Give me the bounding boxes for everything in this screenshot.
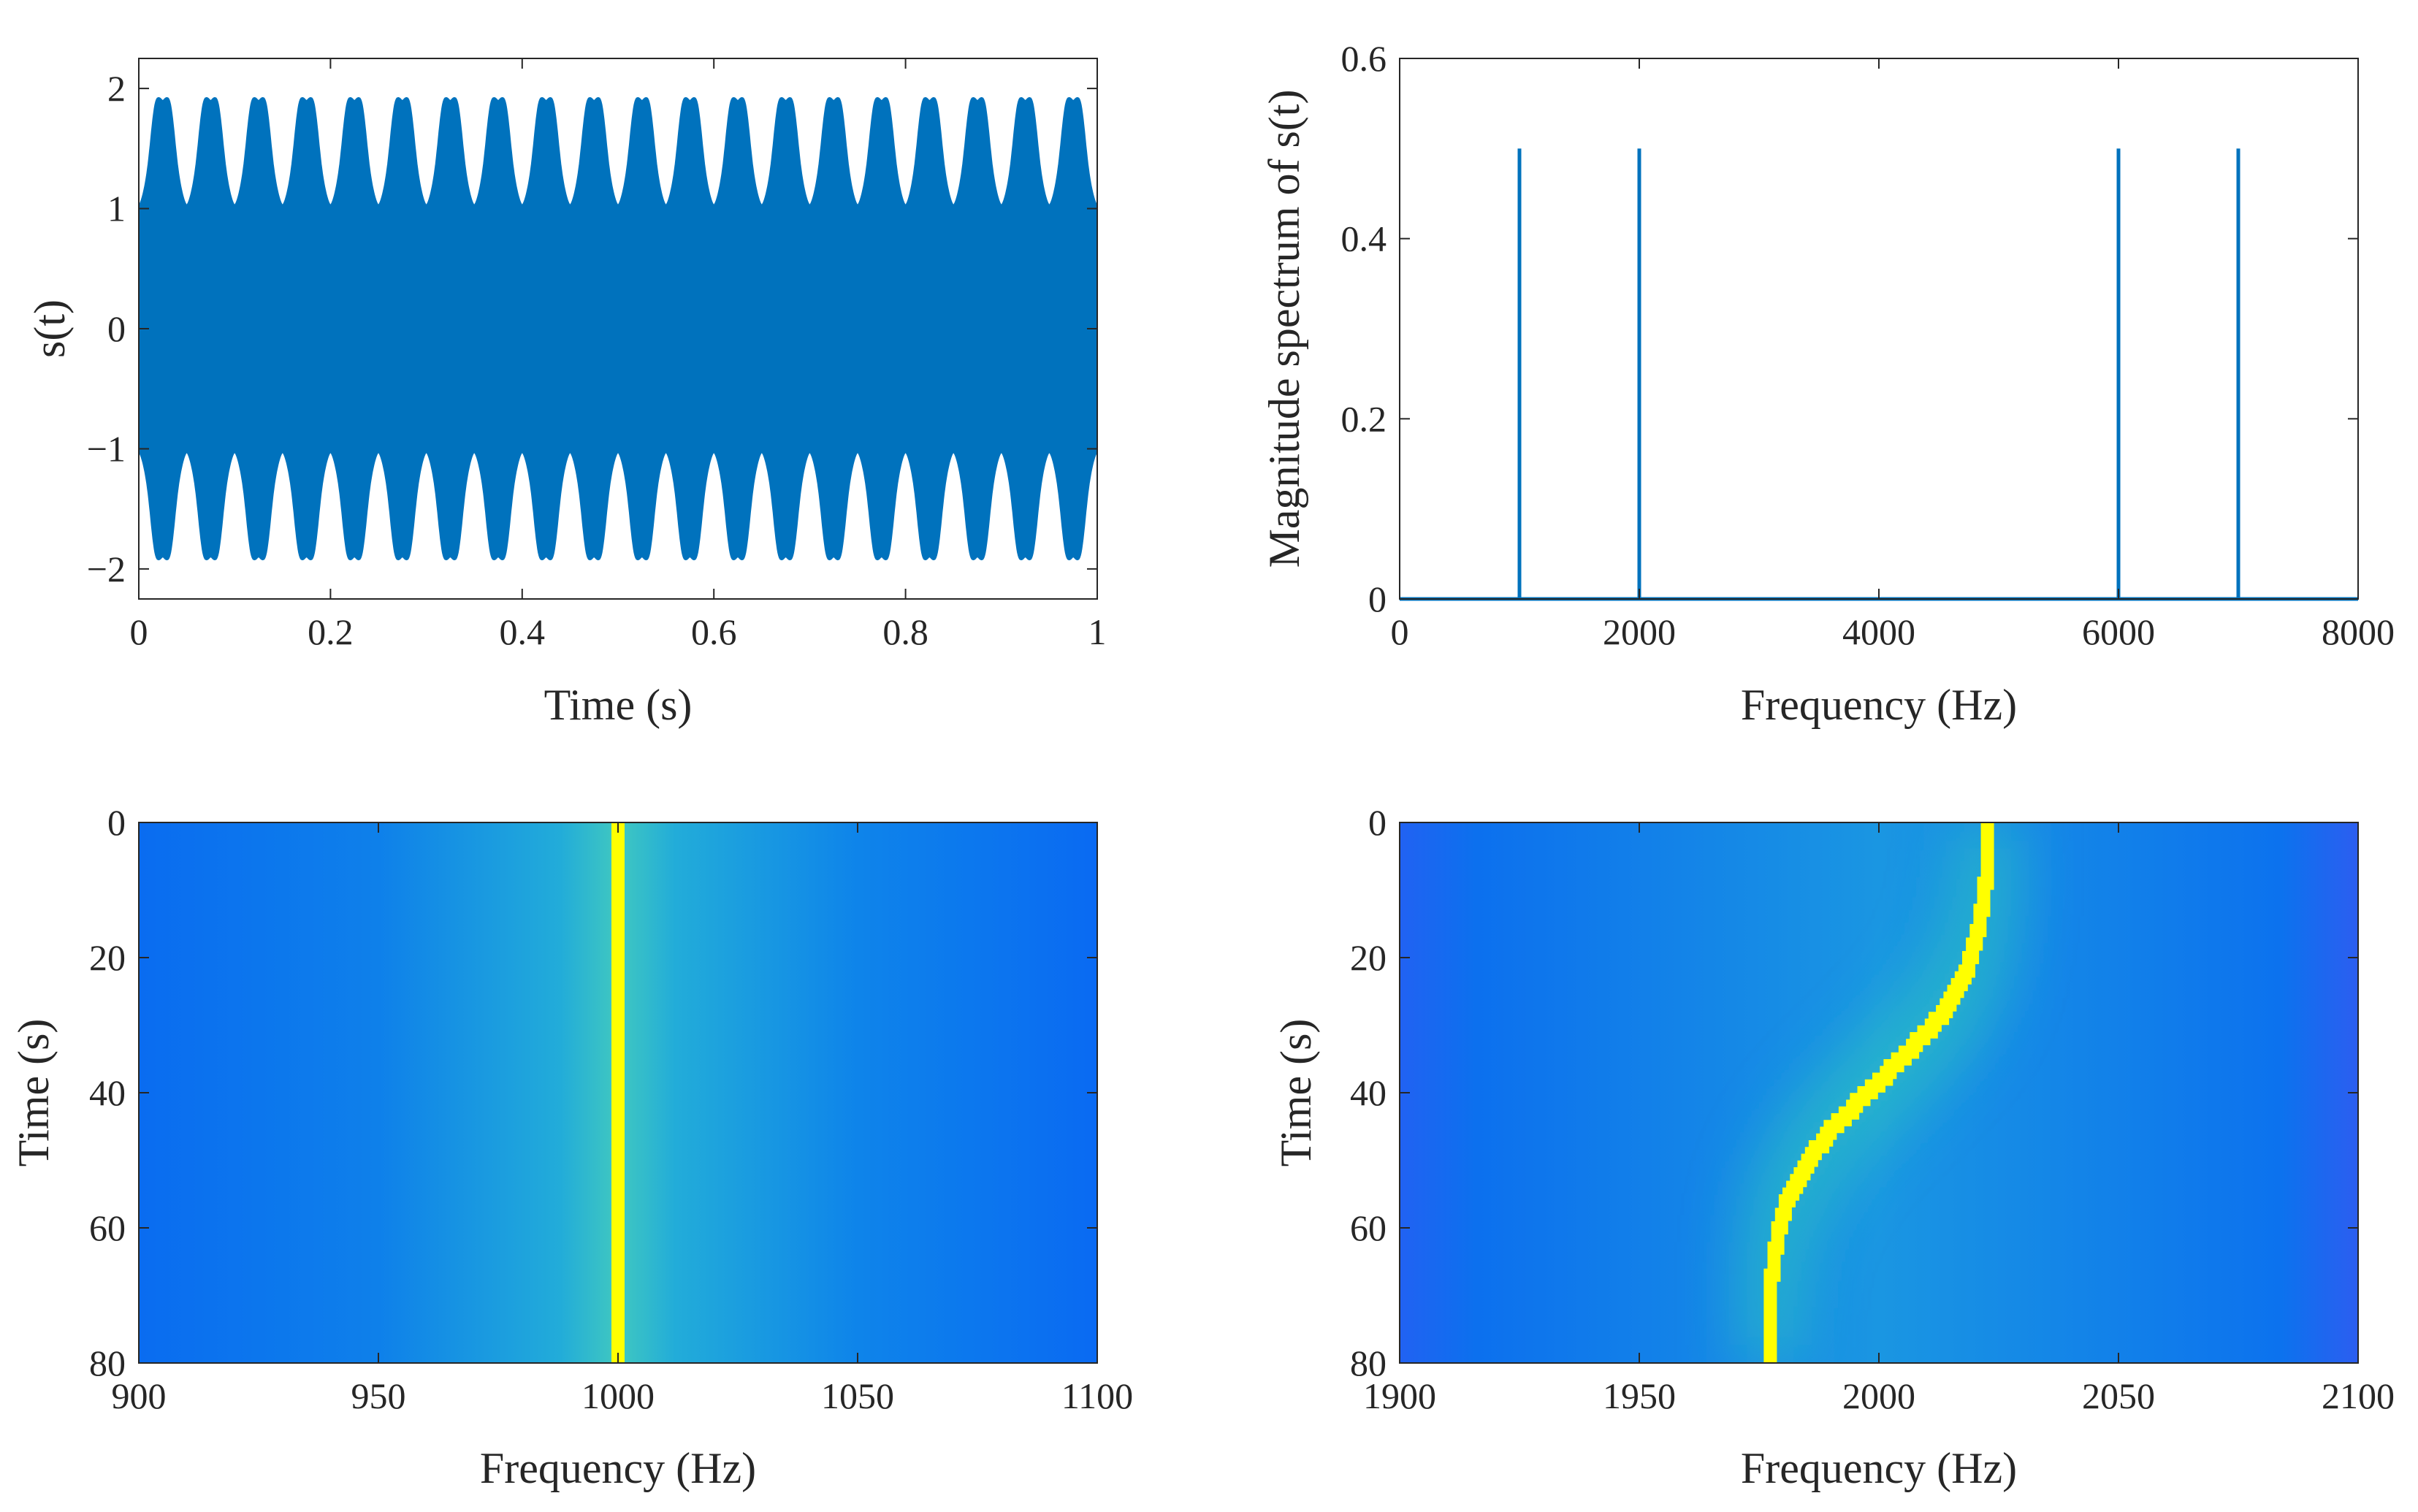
y-tick-label: 0.6: [1341, 38, 1387, 79]
y-tick-label: −1: [87, 428, 126, 469]
x-tick-label: 6000: [2082, 611, 2155, 652]
ticks-tfr-1000: 900 950 1000 1050 1100 0 20 40 60 80: [89, 802, 1133, 1416]
x-tick-label: 2100: [2322, 1375, 2395, 1416]
y-tick-label: 2: [107, 68, 126, 109]
ticks-time-signal: 0 0.2 0.4 0.6 0.8 1 −2 −1 0 1 2: [87, 58, 1107, 652]
x-tick-label: 0.4: [500, 611, 546, 652]
x-tick-label: 0: [130, 611, 148, 652]
y-tick-label: 0.4: [1341, 218, 1387, 259]
x-tick-label: 1900: [1363, 1375, 1436, 1416]
y-tick-label: 40: [1350, 1072, 1387, 1113]
x-tick-label: 950: [351, 1375, 406, 1416]
panel-tfr-2000: 1900 1950 2000 2050 2100 0 20 40 60 80 Frequency …: [1272, 802, 2395, 1492]
ticks-tfr-2000: 1900 1950 2000 2050 2100 0 20 40 60 80: [1350, 802, 2395, 1416]
xlabel-time-signal: Time (s): [544, 681, 693, 729]
y-tick-label: 0: [1368, 802, 1387, 843]
xlabel-tfr-1000: Frequency (Hz): [480, 1444, 756, 1492]
ylabel-tfr-1000: Time (s): [9, 1019, 58, 1167]
ylabel-spectrum: Magnitude spectrum of s(t): [1260, 90, 1308, 568]
signal-envelope-line: [139, 96, 1097, 561]
x-tick-label: 1000: [581, 1375, 655, 1416]
signal-waveform: [139, 99, 1097, 559]
y-tick-label: 80: [89, 1343, 126, 1383]
x-tick-label: 1: [1088, 611, 1107, 652]
x-tick-label: 0.8: [882, 611, 928, 652]
y-tick-label: 0: [107, 802, 126, 843]
y-tick-label: 60: [1350, 1207, 1387, 1248]
x-tick-label: 0: [1391, 611, 1409, 652]
y-tick-label: 60: [89, 1207, 126, 1248]
x-tick-label: 1050: [821, 1375, 894, 1416]
y-tick-label: 1: [107, 188, 126, 229]
y-tick-label: 20: [1350, 937, 1387, 978]
ridge-line-2000: [1763, 822, 1994, 1363]
panel-tfr-1000: 900 950 1000 1050 1100 0 20 40 60 80 Frequency (H…: [9, 802, 1133, 1492]
panel-magnitude-spectrum: 0 2000 4000 6000 8000 0 0.2 0.4 0.6 Frequency (H…: [1260, 38, 2395, 729]
xlabel-tfr-2000: Frequency (Hz): [1741, 1444, 2017, 1492]
panel-time-signal: 0 0.2 0.4 0.6 0.8 1 −2 −1 0 1 2 Time (s) s(t): [26, 58, 1107, 729]
y-tick-label: −2: [87, 549, 126, 589]
x-tick-label: 2000: [1842, 1375, 1915, 1416]
x-tick-label: 4000: [1842, 611, 1915, 652]
x-tick-label: 1950: [1603, 1375, 1676, 1416]
x-tick-label: 0.6: [691, 611, 737, 652]
x-tick-label: 0.2: [308, 611, 354, 652]
x-tick-label: 2000: [1603, 611, 1676, 652]
y-tick-label: 0.2: [1341, 398, 1387, 439]
x-tick-label: 8000: [2322, 611, 2395, 652]
x-tick-label: 2050: [2082, 1375, 2155, 1416]
x-tick-label: 1100: [1061, 1375, 1133, 1416]
y-tick-label: 0: [107, 308, 126, 349]
xlabel-spectrum: Frequency (Hz): [1741, 681, 2017, 729]
x-tick-label: 900: [112, 1375, 167, 1416]
y-tick-label: 0: [1368, 579, 1387, 619]
ylabel-time-signal: s(t): [26, 299, 74, 358]
ticks-spectrum: 0 2000 4000 6000 8000 0 0.2 0.4 0.6: [1341, 38, 2395, 652]
y-tick-label: 40: [89, 1072, 126, 1113]
plot-area-spectrum: [1400, 58, 2358, 599]
y-tick-label: 20: [89, 937, 126, 978]
ylabel-tfr-2000: Time (s): [1272, 1019, 1320, 1167]
y-tick-label: 80: [1350, 1343, 1387, 1383]
